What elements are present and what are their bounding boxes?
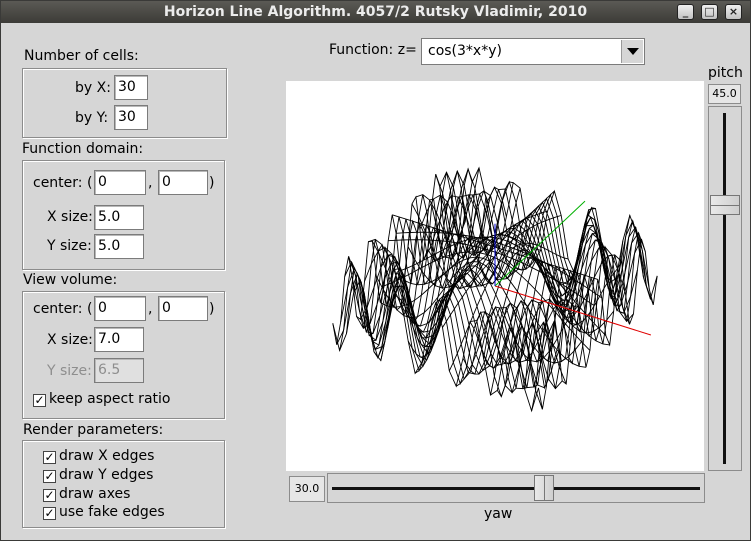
domain-ysize-input[interactable]: 5.0: [94, 234, 144, 259]
view-xsize-label: X size:: [47, 332, 93, 348]
domain-comma: ,: [148, 175, 153, 191]
cells-x-label: by X:: [75, 80, 111, 96]
view-ysize-input: 6.5: [94, 358, 144, 383]
draw-x-edges-label[interactable]: draw X edges: [59, 448, 155, 464]
use-fake-edges-checkbox[interactable]: ✓: [43, 506, 56, 520]
view-center-x-input[interactable]: 0: [94, 296, 146, 321]
surface-line-y: [340, 266, 547, 394]
yaw-track: [332, 487, 700, 490]
cells-y-input[interactable]: 30: [114, 105, 148, 130]
domain-center-y-input[interactable]: 0: [158, 170, 208, 195]
pitch-slider-thumb[interactable]: [710, 194, 740, 215]
pitch-slider[interactable]: [708, 106, 742, 471]
x-axis: [494, 285, 652, 336]
function-value: cos(3*x*y): [428, 43, 502, 59]
yaw-value: 30.0: [289, 476, 325, 502]
cells-y-label: by Y:: [75, 110, 109, 126]
surface-line-x: [510, 215, 631, 390]
draw-y-edges-label[interactable]: draw Y edges: [59, 467, 154, 483]
cells-group: [22, 68, 227, 138]
close-button[interactable]: ×: [725, 4, 742, 20]
keep-aspect-checkbox[interactable]: ✓: [33, 393, 46, 407]
title-bar[interactable]: Horizon Line Algorithm. 4057/2 Rutsky Vl…: [1, 1, 750, 23]
domain-group: [22, 160, 225, 270]
surface-line-x: [524, 226, 644, 390]
domain-xsize-label: X size:: [47, 209, 93, 225]
render-group: [22, 440, 225, 528]
domain-ysize-label: Y size:: [47, 238, 92, 254]
plot-canvas[interactable]: [286, 81, 704, 471]
view-ysize-label: Y size:: [47, 363, 92, 379]
draw-axes-label[interactable]: draw axes: [59, 486, 131, 502]
keep-aspect-label[interactable]: keep aspect ratio: [49, 391, 171, 407]
view-center-y-input[interactable]: 0: [158, 296, 208, 321]
domain-xsize-input[interactable]: 5.0: [94, 205, 144, 230]
maximize-button[interactable]: □: [701, 4, 718, 20]
view-group: [22, 291, 225, 419]
domain-title: Function domain:: [22, 141, 144, 157]
cells-title: Number of cells:: [24, 48, 139, 64]
pitch-value: 45.0: [708, 84, 741, 104]
surface-plot: [332, 166, 658, 413]
domain-center-label: center: (: [33, 175, 93, 191]
domain-center-x-input[interactable]: 0: [94, 170, 146, 195]
domain-close-paren: ): [209, 175, 215, 191]
view-center-label: center: (: [33, 301, 93, 317]
surface-line-x: [538, 238, 658, 410]
y-axis: [494, 200, 586, 287]
draw-x-edges-checkbox[interactable]: ✓: [43, 450, 56, 464]
use-fake-edges-label[interactable]: use fake edges: [59, 504, 165, 520]
draw-y-edges-checkbox[interactable]: ✓: [43, 469, 56, 483]
pitch-track: [723, 113, 726, 464]
surface-line-y: [344, 260, 551, 390]
view-close-paren: ): [209, 301, 215, 317]
view-title: View volume:: [23, 272, 118, 288]
surface-line-y: [332, 278, 539, 413]
draw-axes-checkbox[interactable]: ✓: [43, 488, 56, 502]
surface-line-x: [531, 232, 651, 411]
yaw-slider-thumb[interactable]: [533, 475, 554, 501]
view-xsize-input[interactable]: 7.0: [94, 327, 144, 352]
surface-line-x: [517, 219, 638, 388]
chevron-down-icon[interactable]: [621, 40, 643, 63]
view-comma: ,: [148, 301, 153, 317]
render-title: Render parameters:: [23, 422, 164, 438]
window-title: Horizon Line Algorithm. 4057/2 Rutsky Vl…: [163, 4, 588, 20]
yaw-slider[interactable]: [327, 473, 705, 503]
yaw-label: yaw: [484, 506, 513, 522]
pitch-label: pitch: [708, 65, 743, 81]
function-label: Function: z=: [329, 42, 417, 58]
minimize-button[interactable]: _: [677, 4, 694, 20]
function-select[interactable]: cos(3*x*y): [421, 38, 645, 65]
cells-x-input[interactable]: 30: [114, 75, 148, 100]
